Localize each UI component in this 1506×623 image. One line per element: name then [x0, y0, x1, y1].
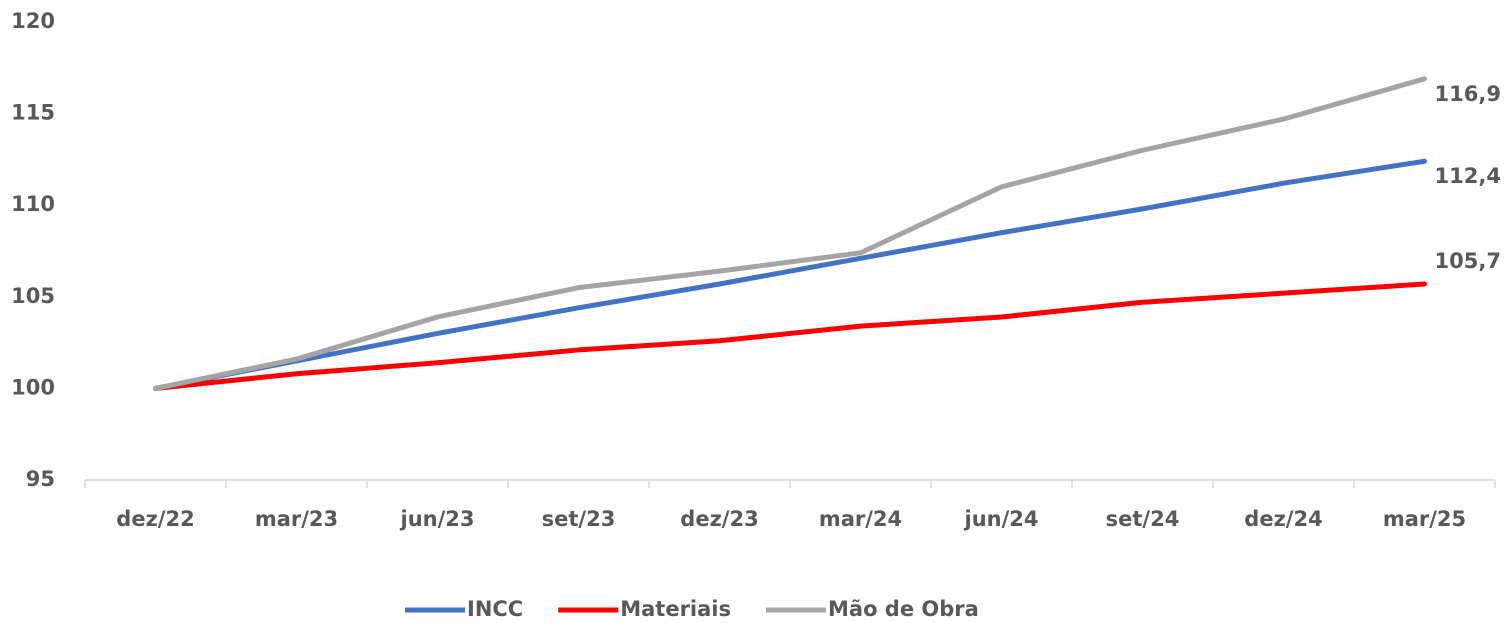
data-label: 116,9: [1435, 82, 1501, 106]
legend-label: INCC: [467, 597, 523, 621]
series-line: [153, 281, 1427, 391]
y-tick-label: 95: [26, 467, 55, 491]
series-line: [153, 76, 1427, 391]
data-label: 105,7: [1435, 249, 1501, 273]
x-tick-label: dez/24: [1244, 507, 1322, 531]
legend-label: Mão de Obra: [828, 597, 979, 621]
series-line: [153, 158, 1427, 391]
y-tick-label: 110: [11, 192, 55, 216]
y-tick-label: 115: [11, 101, 55, 125]
x-tick-label: set/24: [1106, 507, 1180, 531]
legend-label: Materiais: [620, 597, 731, 621]
data-label: 112,4: [1435, 164, 1501, 188]
y-tick-label: 105: [11, 284, 55, 308]
x-tick-label: mar/25: [1383, 507, 1466, 531]
x-tick-label: jun/24: [964, 507, 1039, 531]
x-tick-label: set/23: [542, 507, 616, 531]
x-tick-label: dez/23: [680, 507, 758, 531]
x-tick-label: mar/24: [819, 507, 902, 531]
y-tick-label: 120: [11, 9, 55, 33]
x-tick-label: dez/22: [116, 507, 194, 531]
x-tick-label: jun/23: [400, 507, 475, 531]
y-tick-label: 100: [11, 375, 55, 399]
x-tick-label: mar/23: [255, 507, 338, 531]
